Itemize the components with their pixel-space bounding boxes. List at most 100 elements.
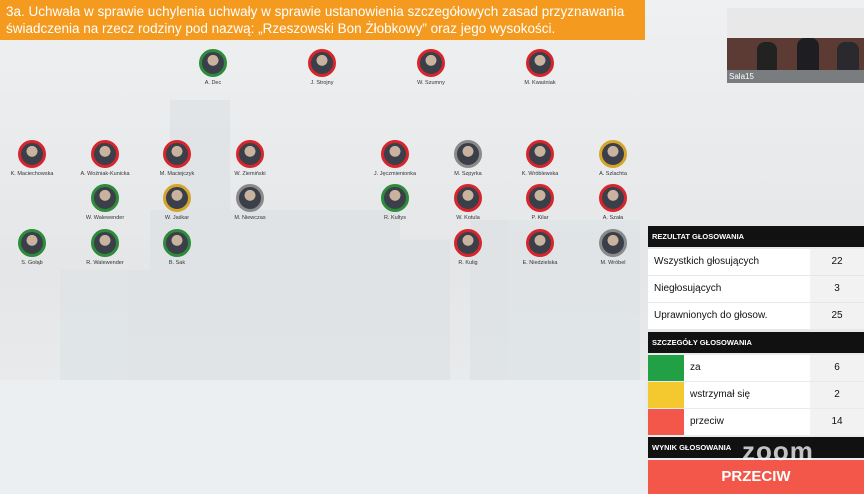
outcome-value: PRZECIW (648, 460, 864, 494)
zoom-watermark: zoom (742, 436, 814, 466)
avatar (91, 229, 119, 257)
row-label: Wszystkich głosujących (654, 256, 760, 267)
councilor: A. Woźniak-Kunicka (70, 140, 140, 177)
councilor: M. Szpyrka (433, 140, 503, 177)
result-row: Wszystkich głosujących 22 (648, 249, 864, 275)
row-value: 25 (810, 303, 864, 329)
councilor: W. Walewender (70, 184, 140, 221)
councilor-name: R. Kulig (458, 260, 478, 266)
section-header: WYNIK GŁOSOWANIA (648, 437, 864, 458)
councilor: A. Dec (178, 49, 248, 86)
result-row: Uprawnionych do głosow. 25 (648, 303, 864, 329)
councilor-name: M. Wróbel (600, 260, 626, 266)
avatar (163, 140, 191, 168)
councilor-name: S. Gołąb (21, 260, 43, 266)
detail-row: wstrzymał się 2 (648, 382, 864, 408)
row-label: przeciw (690, 416, 724, 427)
councilor-name: A. Dec (204, 80, 222, 86)
avatar (236, 140, 264, 168)
councilor: W. Ziemiński (215, 140, 285, 177)
avatar (454, 184, 482, 212)
councilor-name: M. Niewczas (234, 215, 266, 221)
color-swatch (648, 409, 684, 435)
row-label: wstrzymał się (690, 389, 751, 400)
avatar (91, 140, 119, 168)
row-label: za (690, 362, 701, 373)
councilor: W. Jaśkar (142, 184, 212, 221)
avatar (91, 184, 119, 212)
background-city (0, 100, 645, 494)
video-feed: Sala15 (727, 8, 864, 83)
councilor-name: M. Szpyrka (454, 171, 482, 177)
row-value: 6 (810, 355, 864, 381)
councilor: K. Maciechowska (0, 140, 67, 177)
row-value: 3 (810, 276, 864, 302)
councilor: M. Kwaśniak (505, 49, 575, 86)
councilor-name: E. Niedzielska (522, 260, 558, 266)
row-label: Uprawnionych do głosow. (654, 310, 768, 321)
councilor-name: K. Wróblewska (521, 171, 559, 177)
section-header: SZCZEGÓŁY GŁOSOWANIA (648, 332, 864, 353)
councilor-name: J. Strojny (310, 80, 334, 86)
councilor: M. Niewczas (215, 184, 285, 221)
councilor-name: B. Sak (168, 260, 186, 266)
section-header: REZULTAT GŁOSOWANIA (648, 226, 864, 247)
color-swatch (648, 355, 684, 381)
avatar (163, 184, 191, 212)
agenda-title: 3a. Uchwała w sprawie uchylenia uchwały … (0, 0, 645, 40)
avatar (599, 229, 627, 257)
color-swatch (648, 382, 684, 408)
councilor-name: M. Kwaśniak (524, 80, 556, 86)
title-line: 3a. Uchwała w sprawie uchylenia uchwały … (6, 4, 625, 19)
avatar (199, 49, 227, 77)
councilor-name: W. Jaśkar (164, 215, 190, 221)
councilor: S. Gołąb (0, 229, 67, 266)
councilor-name: A. Szlachta (599, 171, 627, 177)
councilor-name: J. Jęczmienionka (373, 171, 417, 177)
row-value: 22 (810, 249, 864, 275)
avatar (526, 49, 554, 77)
councilor: M. Wróbel (578, 229, 648, 266)
councilor: M. Maciejczyk (142, 140, 212, 177)
councilor-name: A. Woźniak-Kunicka (80, 171, 130, 177)
avatar (381, 184, 409, 212)
councilor: R. Kulig (433, 229, 503, 266)
councilor: K. Wróblewska (505, 140, 575, 177)
avatar (236, 184, 264, 212)
avatar (454, 229, 482, 257)
councilor: J. Strojny (287, 49, 357, 86)
avatar (526, 184, 554, 212)
avatar (381, 140, 409, 168)
avatar (454, 140, 482, 168)
avatar (417, 49, 445, 77)
councilor-name: K. Maciechowska (10, 171, 54, 177)
councilor-name: A. Szała (602, 215, 624, 221)
row-value: 14 (810, 409, 864, 435)
avatar (18, 229, 46, 257)
councilor-name: M. Maciejczyk (159, 171, 195, 177)
councilor: R. Walewender (70, 229, 140, 266)
councilor-name: P. Kilar (531, 215, 549, 221)
councilor: B. Sak (142, 229, 212, 266)
row-label: Niegłosujących (654, 283, 722, 294)
row-value: 2 (810, 382, 864, 408)
result-row: Niegłosujących 3 (648, 276, 864, 302)
councilor: W. Szumny (396, 49, 466, 86)
avatar (18, 140, 46, 168)
avatar (526, 229, 554, 257)
avatar (308, 49, 336, 77)
avatar (599, 140, 627, 168)
title-line: świadczenia na rzecz rodziny pod nazwą: … (6, 21, 556, 36)
detail-row: przeciw 14 (648, 409, 864, 435)
councilor-name: W. Walewender (85, 215, 125, 221)
councilor: P. Kilar (505, 184, 575, 221)
councilor: J. Jęczmienionka (360, 140, 430, 177)
councilor: A. Szlachta (578, 140, 648, 177)
councilor: E. Niedzielska (505, 229, 575, 266)
video-label: Sala15 (729, 72, 754, 81)
avatar (526, 140, 554, 168)
councilor-name: W. Kotula (456, 215, 480, 221)
councilor-name: R. Kultys (383, 215, 406, 221)
councilor: W. Kotula (433, 184, 503, 221)
